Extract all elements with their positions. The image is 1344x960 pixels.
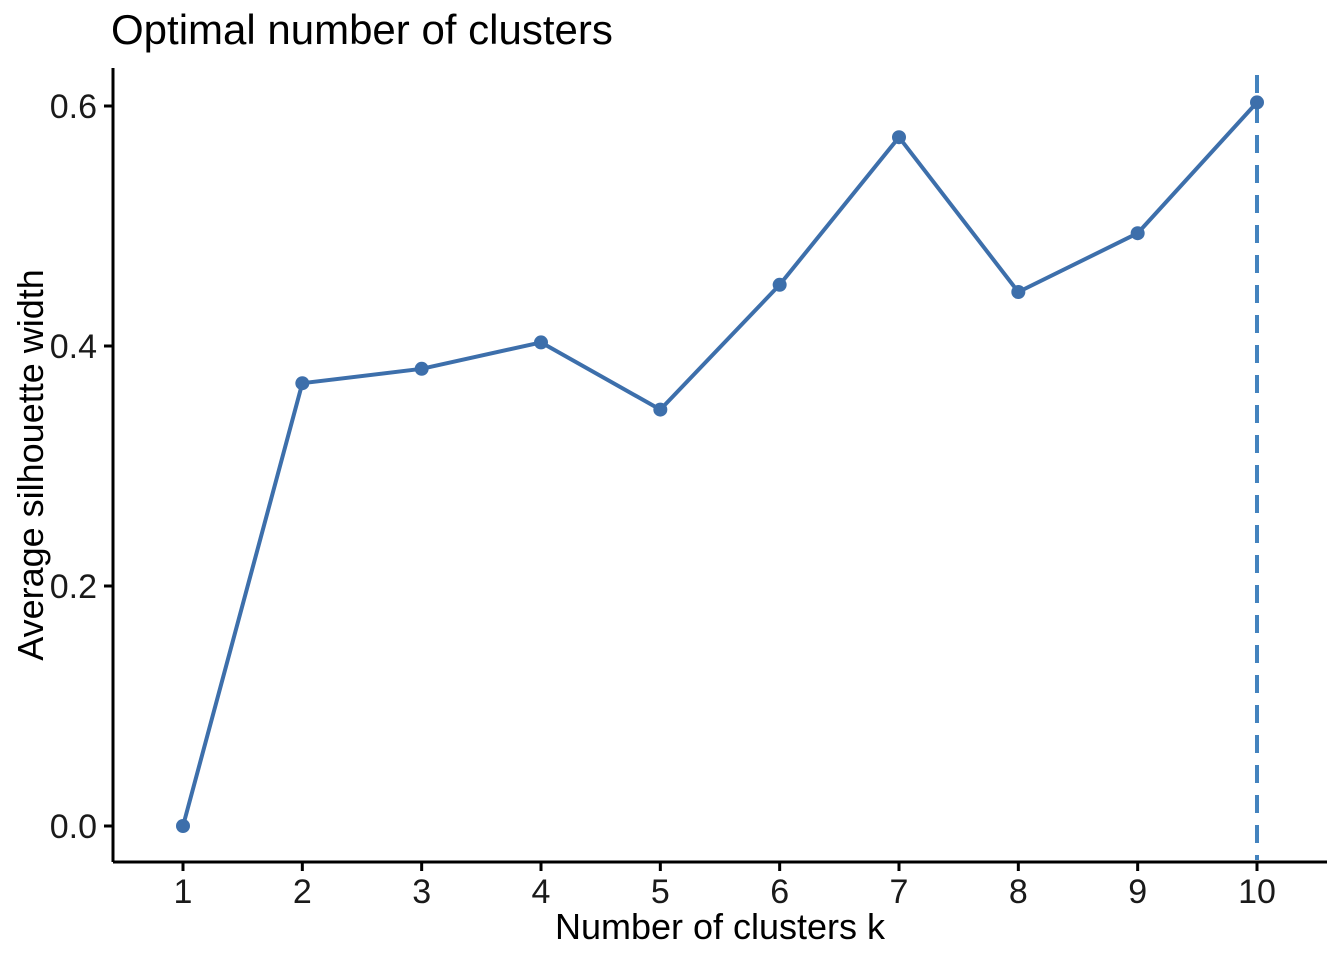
chart-title: Optimal number of clusters <box>111 6 613 53</box>
y-tick-label: 0.6 <box>50 88 97 126</box>
data-point <box>1130 226 1145 241</box>
x-tick-label: 6 <box>770 873 789 911</box>
y-tick-label: 0.0 <box>50 808 97 846</box>
data-point <box>295 376 310 391</box>
data-point <box>1011 285 1026 299</box>
x-tick-label: 5 <box>651 873 670 911</box>
x-tick-label: 1 <box>174 873 193 911</box>
data-point <box>891 130 906 145</box>
data-point <box>1249 95 1264 110</box>
data-point <box>772 277 787 292</box>
series-line <box>181 100 1259 828</box>
x-tick-label: 9 <box>1128 873 1147 911</box>
data-point <box>533 335 548 350</box>
x-tick-label: 3 <box>412 873 431 911</box>
x-tick-label: 4 <box>532 873 551 911</box>
y-tick-label: 0.2 <box>50 568 97 606</box>
x-axis-title: Number of clusters k <box>554 906 886 947</box>
x-tick-label: 2 <box>293 873 312 911</box>
x-tick-label: 7 <box>890 873 909 911</box>
x-tick-label: 10 <box>1238 873 1276 911</box>
x-tick-label: 8 <box>1009 873 1028 911</box>
data-point <box>176 819 190 833</box>
data-point <box>414 361 429 376</box>
y-tick-label: 0.4 <box>50 328 97 366</box>
data-point <box>653 402 668 417</box>
